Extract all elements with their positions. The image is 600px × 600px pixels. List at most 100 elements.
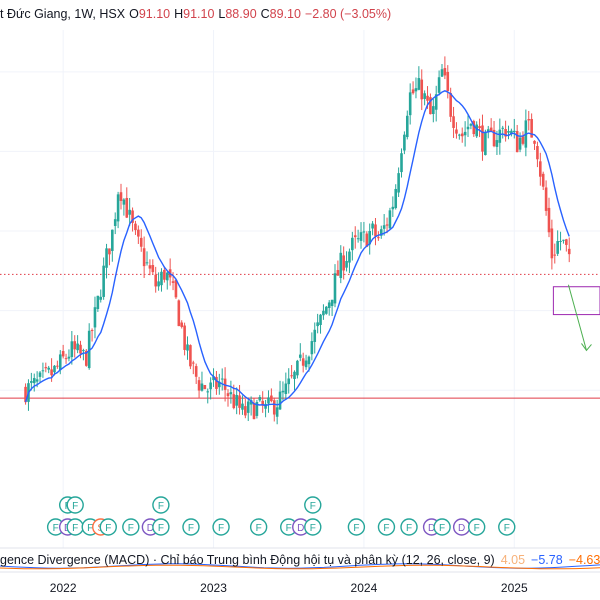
candle-down [565, 239, 568, 245]
candle-down [272, 400, 276, 415]
candle-down [142, 248, 146, 267]
event-marker-f[interactable]: F [152, 518, 170, 536]
candle-up [116, 194, 120, 222]
candle-up [388, 210, 392, 229]
candle-up [113, 219, 117, 226]
event-markers[interactable]: FDFFFFSFFDFFFFFFDFFFFFDFDFF [46, 496, 516, 536]
low-label: L [218, 7, 226, 21]
candle-down [342, 255, 345, 271]
candle-down [527, 119, 531, 121]
candle-up [495, 140, 499, 147]
candle-up [556, 241, 559, 254]
candle-down [50, 369, 53, 376]
candle-up [458, 134, 461, 136]
event-marker-label: D [147, 523, 154, 534]
candle-up [368, 231, 371, 245]
candle-up [463, 131, 467, 136]
event-marker-f[interactable]: F [467, 518, 486, 536]
event-marker-circle [152, 518, 170, 536]
event-marker-f[interactable]: F [66, 496, 84, 514]
macd-signal-value: −4.63 [568, 553, 600, 567]
candle-up [235, 394, 238, 406]
candle-up [249, 400, 253, 405]
event-marker-f[interactable]: F [152, 496, 170, 514]
event-marker-f[interactable]: F [433, 518, 451, 536]
candle-down [148, 265, 152, 269]
candle-down [504, 129, 507, 137]
candle-down [426, 95, 429, 101]
event-marker-f[interactable]: F [347, 518, 366, 536]
candle-down [73, 341, 77, 350]
candle-down [478, 126, 481, 129]
event-marker-label: F [353, 523, 359, 534]
event-marker-label: F [383, 523, 389, 534]
candle-down [536, 146, 539, 160]
event-marker-f[interactable]: F [212, 518, 230, 536]
high-label: H [174, 7, 184, 21]
event-marker-label: F [87, 523, 93, 534]
event-marker-f[interactable]: F [304, 496, 322, 514]
macd-pane [0, 547, 600, 573]
event-marker-f[interactable]: F [66, 518, 84, 536]
candle-up [325, 306, 328, 314]
candle-up [432, 106, 435, 115]
candle-up [518, 137, 522, 150]
candle-up [82, 350, 85, 352]
candle-down [452, 116, 455, 128]
x-axis: 2022 2023 2024 2025 [50, 581, 528, 595]
event-marker-f[interactable]: F [377, 518, 396, 536]
candle-up [284, 383, 288, 395]
event-marker-label: F [439, 523, 445, 534]
candle-up [35, 379, 39, 382]
event-marker-f[interactable]: F [498, 518, 516, 536]
candle-up [218, 381, 221, 388]
candle-down [550, 228, 554, 259]
candle-up [145, 262, 149, 264]
event-marker-label: F [286, 523, 292, 534]
candle-up [437, 77, 441, 93]
user-drawings[interactable] [552, 284, 600, 352]
candle-up [258, 397, 262, 401]
candle-up [319, 314, 322, 325]
event-marker-f[interactable]: F [304, 518, 322, 536]
event-marker-f[interactable]: F [400, 518, 418, 536]
candle-up [414, 88, 418, 92]
candle-down [530, 118, 533, 138]
event-marker-label: F [72, 523, 78, 534]
candle-down [61, 351, 65, 357]
candle-down [429, 97, 432, 115]
candle-down [174, 279, 178, 298]
candle-up [267, 397, 270, 404]
event-marker-label: F [128, 523, 134, 534]
candle-up [53, 365, 56, 373]
candle-up [356, 238, 360, 240]
candle-down [252, 403, 256, 420]
candles [24, 56, 571, 425]
candle-down [84, 350, 88, 366]
event-marker-d[interactable]: D [452, 518, 471, 536]
event-marker-f[interactable]: F [182, 518, 200, 536]
candle-up [229, 392, 233, 395]
candle-down [489, 127, 493, 131]
candle-down [336, 270, 340, 276]
candle-up [30, 381, 33, 383]
candle-up [111, 229, 114, 251]
candle-up [434, 94, 438, 110]
open-label: O [129, 7, 139, 21]
event-marker-label: F [406, 523, 412, 534]
candle-down [125, 197, 129, 218]
candle-down [420, 79, 424, 100]
candle-down [232, 394, 236, 409]
candle-down [223, 378, 227, 390]
event-marker-f[interactable]: F [99, 518, 117, 536]
candle-down [64, 358, 68, 360]
event-marker-f[interactable]: F [249, 518, 268, 536]
event-marker-f[interactable]: F [122, 518, 140, 536]
projection-arrow-head [581, 343, 592, 352]
candle-up [348, 251, 351, 263]
candle-down [533, 140, 536, 144]
candle-down [44, 367, 48, 369]
price-change: −2.80 (−3.05%) [304, 7, 392, 21]
event-marker-circle [433, 518, 451, 536]
